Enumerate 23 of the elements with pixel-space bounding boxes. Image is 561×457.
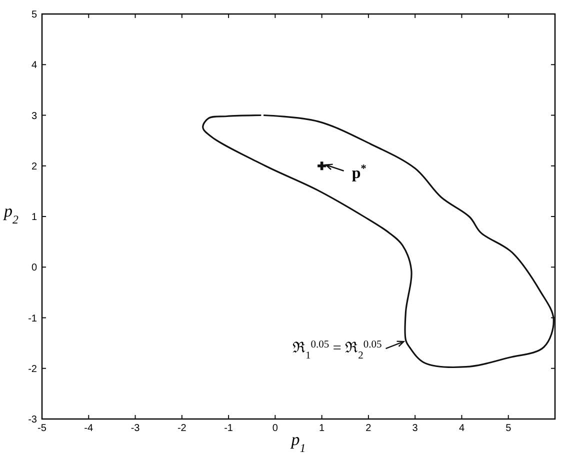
y-tick-label: -1 bbox=[28, 313, 38, 324]
x-tick-label: 2 bbox=[366, 423, 372, 434]
y-tick-label: 4 bbox=[31, 60, 38, 72]
x-tick-label: -3 bbox=[130, 423, 140, 434]
x-tick-label: 3 bbox=[412, 423, 418, 434]
y-tick-label: 5 bbox=[31, 10, 38, 20]
annotation: p$^{*}$ bbox=[352, 162, 367, 182]
x-tick-label: -2 bbox=[177, 423, 187, 434]
x-tick-label: -4 bbox=[84, 423, 94, 434]
x-tick-label: 0 bbox=[272, 423, 278, 434]
x-tick-label: 5 bbox=[506, 423, 512, 434]
x-tick-label: -5 bbox=[38, 423, 47, 434]
y-axis-title: p$_{2}$ bbox=[3, 202, 18, 226]
y-tick-label: 2 bbox=[31, 161, 38, 172]
x-tick-label: 4 bbox=[458, 423, 465, 434]
x-tick-label: 1 bbox=[319, 423, 326, 434]
y-tick-label: -3 bbox=[28, 414, 38, 426]
y-tick-label: -2 bbox=[28, 364, 38, 375]
y-tick-label: 3 bbox=[31, 110, 38, 122]
y-tick-label: 0 bbox=[31, 262, 38, 274]
y-tick-label: 1 bbox=[31, 212, 38, 223]
x-tick-label: -1 bbox=[224, 423, 234, 434]
x-axis-title: p$_{1}$ bbox=[290, 430, 306, 455]
